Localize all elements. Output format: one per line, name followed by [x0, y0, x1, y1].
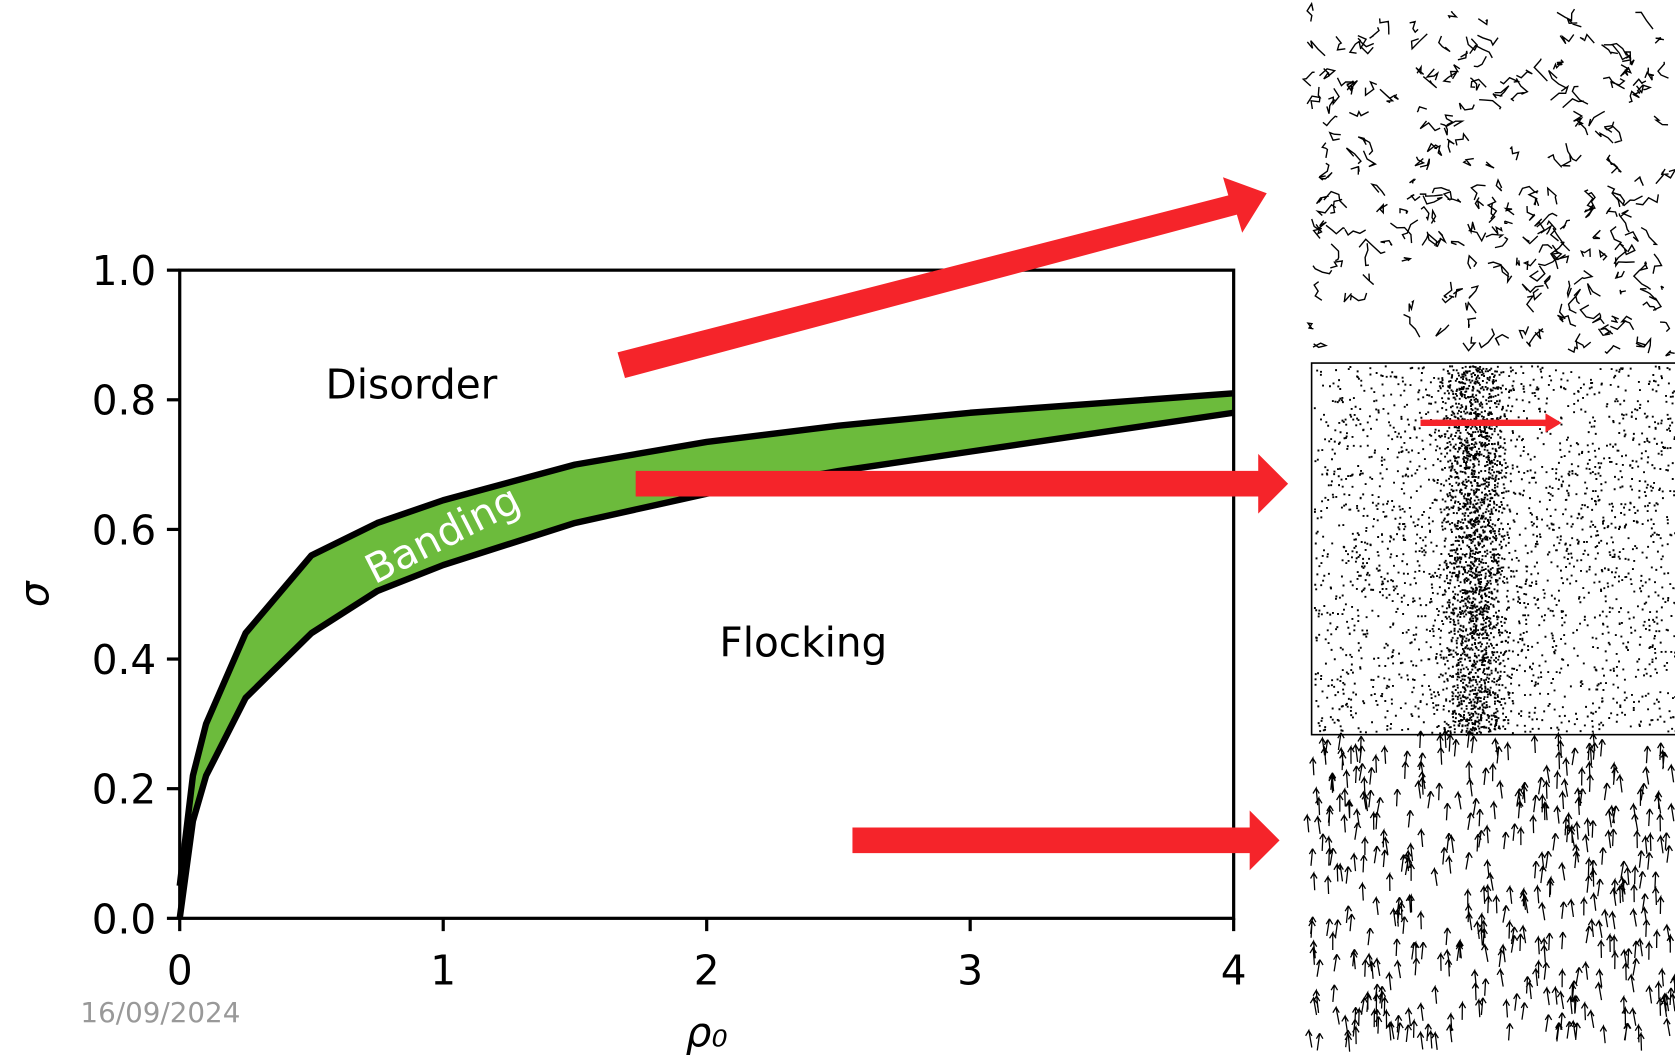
x-tick-label: 0: [167, 947, 193, 995]
x-tick-label: 2: [694, 947, 720, 995]
y-axis-label: σ: [10, 580, 58, 607]
particles: [1313, 365, 1675, 735]
region-label: Flocking: [719, 619, 887, 667]
arrows: [617, 177, 1562, 871]
boundary-line: [176, 390, 1234, 887]
arrow: [617, 177, 1267, 379]
x-tick-label: 4: [1221, 947, 1247, 995]
arrow: [1420, 413, 1562, 433]
particle-trails: [1301, 1, 1675, 357]
x-axis-label: ρ₀: [686, 1008, 728, 1055]
y-tick-label: 0.8: [92, 377, 157, 425]
arrow: [852, 810, 1280, 871]
y-tick-label: 0.4: [92, 636, 157, 684]
date: 16/09/2024: [80, 996, 240, 1029]
x-tick-label: 1: [430, 947, 456, 995]
band-fill: [179, 393, 1234, 919]
y-tick-label: 1.0: [92, 247, 157, 295]
y-tick-label: 0.0: [92, 895, 157, 943]
x-tick-label: 3: [957, 947, 983, 995]
panel-frame: [1310, 362, 1675, 736]
y-tick-label: 0.2: [92, 766, 157, 814]
simulation-panels: [1301, 1, 1675, 1052]
boundary-line: [176, 409, 1235, 919]
y-tick-label: 0.6: [92, 506, 157, 554]
arrow: [635, 453, 1289, 514]
region-label: Disorder: [326, 360, 498, 408]
particle-arrows: [1303, 728, 1675, 1052]
